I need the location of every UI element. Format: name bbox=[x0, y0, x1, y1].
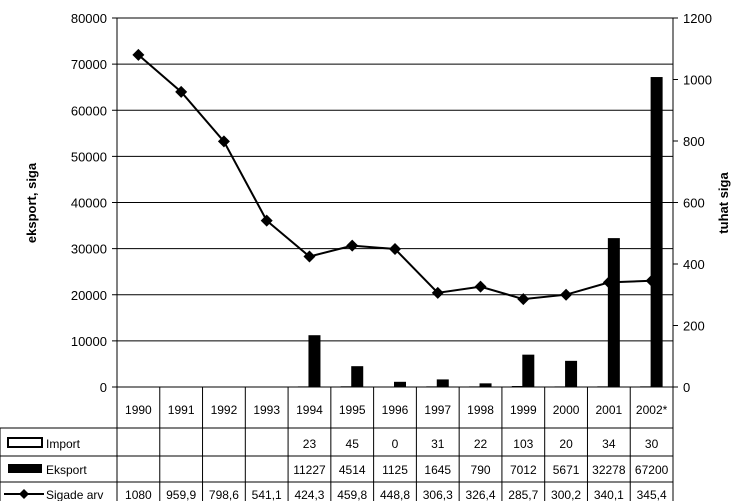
y-right-tick-label: 0 bbox=[683, 380, 690, 395]
table-cell-value: 541,1 bbox=[252, 488, 282, 501]
y-right-tick-label: 400 bbox=[683, 257, 705, 272]
sigade-arv-point bbox=[217, 135, 230, 148]
table-cell-value: 424,3 bbox=[294, 488, 324, 501]
eksport-bar bbox=[565, 360, 578, 387]
category-label: 2000 bbox=[553, 403, 580, 417]
table-cell-value: 67200 bbox=[635, 463, 669, 477]
table-cell-value: 20 bbox=[559, 437, 573, 451]
import-legend-key bbox=[7, 437, 43, 448]
table-cell-value: 0 bbox=[392, 437, 399, 451]
eksport-bar bbox=[394, 381, 406, 387]
table-cell-value: 30 bbox=[645, 437, 659, 451]
category-label: 1992 bbox=[211, 403, 238, 417]
table-cell-value: 103 bbox=[513, 437, 533, 451]
y-left-tick-label: 40000 bbox=[71, 196, 107, 211]
category-label: 2001 bbox=[595, 403, 622, 417]
table-cell-value: 1080 bbox=[125, 488, 152, 501]
sigade-arv-point bbox=[260, 214, 273, 227]
category-label: 1994 bbox=[296, 403, 323, 417]
table-cell-value: 34 bbox=[602, 437, 616, 451]
table-cell-value: 459,8 bbox=[337, 488, 367, 501]
table-cell-value: 300,2 bbox=[551, 488, 581, 501]
eksport-bar bbox=[351, 366, 364, 387]
line-series bbox=[132, 48, 658, 306]
y-left-tick-label: 50000 bbox=[71, 149, 107, 164]
y-left-tick-label: 30000 bbox=[71, 242, 107, 257]
y-left-tick-label: 0 bbox=[100, 380, 107, 395]
table-cell-value: 23 bbox=[303, 437, 317, 451]
category-label: 2002* bbox=[636, 403, 668, 417]
table-cell-value: 448,8 bbox=[380, 488, 410, 501]
table-cell-value: 31 bbox=[431, 437, 445, 451]
category-label: 1997 bbox=[424, 403, 451, 417]
gridlines bbox=[117, 17, 673, 388]
sigade-arv-point bbox=[389, 242, 401, 255]
sigade-arv-point bbox=[560, 288, 573, 301]
y-left-tick-label: 70000 bbox=[71, 57, 107, 72]
table-cell-value: 340,1 bbox=[594, 488, 624, 501]
y-right-tick-label: 800 bbox=[683, 134, 705, 149]
table-cell-value: 22 bbox=[474, 437, 488, 451]
table-cell-value: 326,4 bbox=[466, 488, 496, 501]
table-cell-value: 45 bbox=[346, 437, 360, 451]
bars bbox=[297, 77, 663, 388]
table-cell-value: 7012 bbox=[510, 463, 537, 477]
eksport-bar bbox=[650, 77, 663, 387]
eksport-bar bbox=[308, 335, 321, 387]
category-label: 1999 bbox=[510, 403, 537, 417]
category-label: 1991 bbox=[168, 403, 195, 417]
table-cell-value: 285,7 bbox=[508, 488, 538, 501]
table-cell-value: 306,3 bbox=[423, 488, 453, 501]
sigade-arv-line bbox=[137, 54, 652, 301]
table-cell-value: 345,4 bbox=[637, 488, 667, 501]
category-label: 1995 bbox=[339, 403, 366, 417]
sigade-arv-point bbox=[132, 48, 145, 61]
eksport-legend-key bbox=[8, 464, 42, 473]
sigade-arv-point bbox=[175, 85, 188, 98]
category-label: 1998 bbox=[467, 403, 494, 417]
series-legend-label: Sigade arv bbox=[46, 488, 103, 501]
data-table: 1990 1991 1992 1993 1994 1995 1996 1997 1998 1999… bbox=[0, 387, 674, 501]
table-cell-value: 798,6 bbox=[209, 488, 239, 501]
table-cell-value: 5671 bbox=[553, 463, 580, 477]
table-cell-value: 11227 bbox=[293, 463, 326, 477]
eksport-bar bbox=[436, 379, 449, 387]
sigade-arv-point bbox=[474, 280, 487, 293]
y-left-tick-label: 80000 bbox=[71, 11, 107, 26]
y-right-tick-label: 1200 bbox=[683, 11, 712, 26]
series-legend-label: Eksport bbox=[46, 463, 87, 477]
sigade-arv-point bbox=[517, 293, 530, 306]
sigade-arv-point bbox=[431, 286, 444, 299]
eksport-bar bbox=[607, 238, 620, 387]
y-right-tick-label: 1000 bbox=[683, 73, 712, 88]
table-cell-value: 790 bbox=[471, 463, 491, 477]
y-left-tick-label: 20000 bbox=[71, 288, 107, 303]
sigade-arv-legend-marker bbox=[19, 489, 29, 499]
y-left-tick-label: 10000 bbox=[71, 334, 107, 349]
sigade-arv-point bbox=[645, 274, 658, 287]
eksport-bar bbox=[479, 383, 492, 387]
y-right-axis-title: tuhat siga bbox=[716, 172, 731, 234]
eksport-bar bbox=[522, 354, 535, 387]
series-legend-label: Import bbox=[46, 437, 81, 451]
category-label: 1993 bbox=[253, 403, 280, 417]
y-right-tick-label: 600 bbox=[683, 196, 705, 211]
table-cell-value: 32278 bbox=[592, 463, 626, 477]
table-cell-value: 959,9 bbox=[166, 488, 196, 501]
y-right-tick-label: 200 bbox=[683, 319, 705, 334]
y-left-axis-title: eksport, siga bbox=[24, 162, 39, 243]
table-cell-value: 1645 bbox=[424, 463, 451, 477]
category-label: 1996 bbox=[382, 403, 409, 417]
table-cell-value: 1125 bbox=[382, 463, 408, 477]
sigade-arv-point bbox=[346, 239, 359, 252]
table-cell-value: 4514 bbox=[339, 463, 366, 477]
sigade-arv-point bbox=[602, 276, 615, 289]
sigade-arv-point bbox=[303, 250, 316, 263]
y-left-tick-label: 60000 bbox=[71, 103, 107, 118]
category-label: 1990 bbox=[125, 403, 152, 417]
axes: 0100002000030000400005000060000700008000… bbox=[71, 11, 712, 395]
